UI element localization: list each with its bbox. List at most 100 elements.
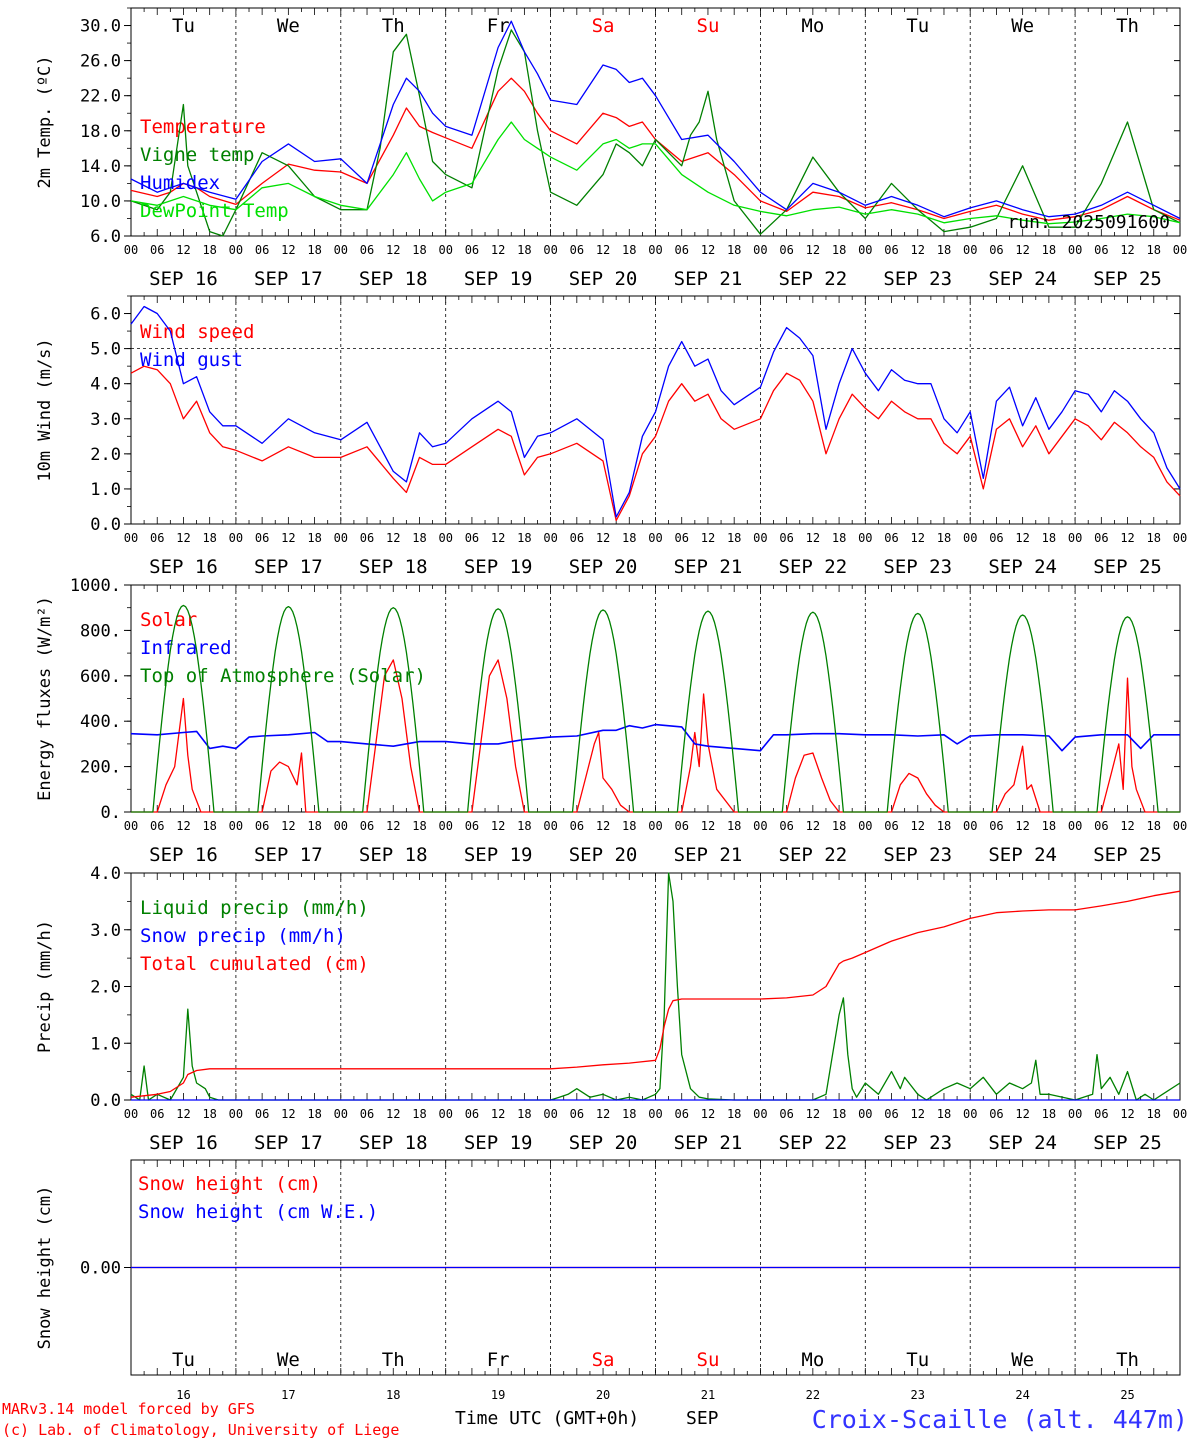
day-number: 17	[281, 1388, 295, 1402]
x-date-label: SEP 20	[569, 556, 638, 578]
x-hour-label: 18	[622, 531, 636, 545]
x-date-label: SEP 23	[883, 556, 952, 578]
x-axis-month: SEP	[686, 1408, 719, 1429]
x-hour-label: 00	[1068, 243, 1082, 257]
x-hour-label: 00	[438, 243, 452, 257]
x-date-label: SEP 18	[359, 844, 428, 866]
x-hour-label: 06	[255, 1107, 269, 1121]
x-hour-label: 00	[858, 819, 872, 833]
x-hour-label: 12	[806, 819, 820, 833]
day-name: We	[277, 1349, 300, 1371]
x-hour-label: 00	[334, 1107, 348, 1121]
x-hour-label: 00	[543, 531, 557, 545]
y-tick-label: 2.0	[90, 445, 121, 465]
series-line-temperature-2	[130, 20, 1181, 220]
x-hour-label: 00	[858, 531, 872, 545]
x-date-label: SEP 21	[674, 1132, 743, 1154]
x-date-label: SEP 18	[359, 556, 428, 578]
credit-line-1: MARv3.14 model forced by GFS	[2, 1400, 255, 1418]
day-name: Tu	[906, 1349, 929, 1371]
x-date-label: SEP 17	[254, 556, 323, 578]
x-hour-label: 12	[491, 819, 505, 833]
x-date-label: SEP 20	[569, 844, 638, 866]
footer: Time UTC (GMT+0h) SEP MARv3.14 model for…	[2, 1400, 1188, 1439]
x-hour-label: 06	[989, 1107, 1003, 1121]
day-name: Mo	[801, 1349, 824, 1371]
x-date-label: SEP 20	[569, 1132, 638, 1154]
day-name: Th	[382, 1349, 405, 1371]
x-hour-label: 12	[386, 819, 400, 833]
x-date-label: SEP 20	[569, 268, 638, 290]
x-hour-label: 00	[1068, 819, 1082, 833]
day-name: Su	[697, 1349, 720, 1371]
day-name: We	[277, 15, 300, 37]
x-hour-label: 12	[1015, 1107, 1029, 1121]
x-date-label: SEP 18	[359, 1132, 428, 1154]
legend-entry: Wind speed	[140, 321, 254, 343]
x-hour-label: 18	[202, 819, 216, 833]
day-number: 21	[701, 1388, 715, 1402]
x-date-label: SEP 21	[674, 268, 743, 290]
x-hour-label: 12	[1015, 819, 1029, 833]
x-hour-label: 18	[412, 819, 426, 833]
day-name: Tu	[906, 15, 929, 37]
x-hour-label: 18	[202, 531, 216, 545]
x-date-label: SEP 24	[988, 1132, 1057, 1154]
x-hour-label: 18	[412, 531, 426, 545]
x-hour-label: 06	[360, 243, 374, 257]
y-tick-label: 4.0	[90, 864, 121, 884]
x-hour-label: 06	[360, 531, 374, 545]
y-tick-label: 6.0	[90, 305, 121, 325]
y-tick-label: 600.	[80, 667, 121, 687]
x-hour-label: 18	[1042, 819, 1056, 833]
legend-entry: Solar	[140, 609, 197, 631]
x-hour-label: 00	[543, 1107, 557, 1121]
credit-line-2: (c) Lab. of Climatology, University of L…	[2, 1421, 399, 1439]
day-name: Sa	[592, 1349, 615, 1371]
legend-entry: DewPoint Temp	[140, 200, 289, 222]
day-name: Mo	[801, 15, 824, 37]
x-hour-label: 18	[622, 819, 636, 833]
x-hour-label: 06	[570, 243, 584, 257]
day-number: 24	[1015, 1388, 1029, 1402]
x-date-label: SEP 17	[254, 1132, 323, 1154]
day-number: 25	[1120, 1388, 1134, 1402]
x-date-label: SEP 16	[149, 268, 218, 290]
x-hour-label: 00	[1068, 531, 1082, 545]
x-hour-label: 12	[596, 531, 610, 545]
x-hour-label: 18	[517, 819, 531, 833]
x-hour-label: 12	[281, 819, 295, 833]
y-tick-label: 3.0	[90, 410, 121, 430]
x-hour-label: 06	[150, 819, 164, 833]
x-hour-label: 12	[1120, 243, 1134, 257]
x-hour-label: 12	[1015, 531, 1029, 545]
x-hour-label: 00	[229, 1107, 243, 1121]
x-hour-label: 06	[989, 819, 1003, 833]
x-hour-label: 12	[386, 531, 400, 545]
x-hour-label: 18	[832, 819, 846, 833]
x-hour-label: 12	[1120, 1107, 1134, 1121]
x-hour-label: 18	[412, 1107, 426, 1121]
y-tick-label: 0.0	[90, 1091, 121, 1111]
x-hour-label: 18	[1042, 1107, 1056, 1121]
legend-entry: Infrared	[140, 637, 232, 659]
x-hour-label: 18	[412, 243, 426, 257]
x-hour-label: 00	[334, 819, 348, 833]
x-hour-label: 12	[281, 1107, 295, 1121]
x-date-label: SEP 25	[1093, 556, 1162, 578]
x-date-label: SEP 25	[1093, 844, 1162, 866]
x-date-label: SEP 25	[1093, 268, 1162, 290]
x-hour-label: 18	[307, 819, 321, 833]
x-hour-label: 12	[176, 243, 190, 257]
x-hour-label: 06	[570, 531, 584, 545]
day-number: 16	[176, 1388, 190, 1402]
x-hour-label: 06	[779, 819, 793, 833]
x-hour-label: 00	[753, 531, 767, 545]
x-date-label: SEP 21	[674, 556, 743, 578]
x-hour-label: 18	[832, 1107, 846, 1121]
x-hour-label: 00	[753, 1107, 767, 1121]
x-hour-label: 12	[596, 243, 610, 257]
x-date-label: SEP 24	[988, 556, 1057, 578]
x-hour-label: 00	[334, 531, 348, 545]
